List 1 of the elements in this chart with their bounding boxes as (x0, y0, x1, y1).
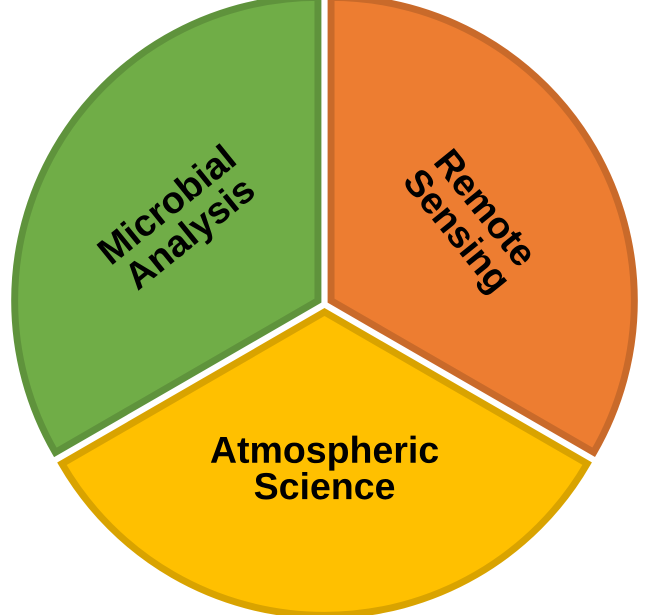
slice-label: Atmospheric Science (210, 436, 438, 500)
